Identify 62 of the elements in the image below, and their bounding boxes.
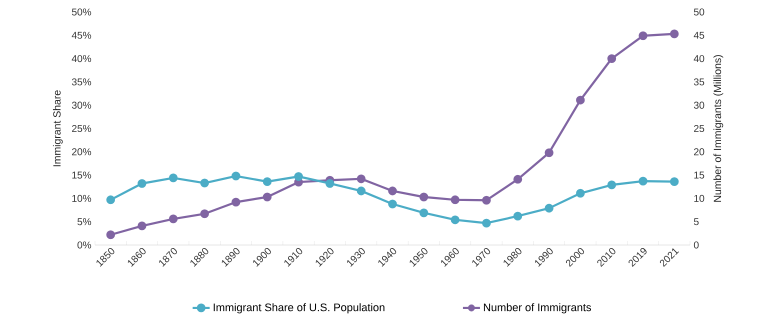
point	[482, 218, 491, 228]
point	[168, 174, 178, 182]
point	[450, 195, 460, 204]
point	[513, 174, 522, 184]
y2-tick-label: 45	[694, 32, 704, 39]
y2-tick-label: 0	[694, 241, 699, 249]
y2-tick-label: 20	[694, 148, 704, 156]
point	[638, 31, 648, 40]
point	[262, 192, 272, 202]
point	[294, 172, 303, 181]
point	[232, 198, 240, 207]
y-tick-label: 30%	[72, 102, 92, 109]
y2-tick-label: 10	[694, 194, 704, 202]
y-tick-label: 35%	[72, 78, 92, 86]
point	[168, 214, 178, 224]
y-tick-label: 5%	[77, 218, 92, 226]
point	[356, 174, 366, 184]
point	[670, 30, 679, 38]
point	[638, 176, 648, 186]
point	[388, 200, 397, 208]
point	[450, 215, 460, 224]
point	[670, 177, 679, 186]
y2-tick-label: 5	[694, 218, 699, 226]
point	[576, 188, 585, 198]
y2-axis-title: Number of Immigrants (Millions)	[713, 55, 724, 202]
legend-label: Number of Immigrants	[484, 303, 592, 314]
point	[200, 178, 209, 188]
point	[482, 196, 491, 205]
point	[106, 195, 116, 204]
point	[513, 212, 522, 220]
y2-tick-label: 50	[694, 8, 704, 16]
point	[607, 54, 616, 63]
y2-tick-label: 15	[694, 172, 704, 179]
point	[325, 179, 334, 188]
point	[419, 192, 428, 202]
y2-tick-label: 35	[694, 78, 704, 86]
point	[607, 180, 616, 190]
point	[262, 177, 272, 186]
y-tick-label: 25%	[72, 124, 92, 132]
point	[138, 179, 146, 188]
y-axis-title: Immigrant Share	[52, 90, 63, 166]
point	[106, 230, 116, 240]
point	[576, 96, 585, 104]
y-tick-label: 40%	[72, 55, 92, 62]
y2-tick-label: 25	[694, 124, 704, 132]
legend-label: Immigrant Share of U.S. Population	[214, 303, 384, 314]
point	[200, 209, 209, 218]
point	[544, 148, 554, 158]
point	[544, 204, 554, 213]
y-tick-label: 50%	[72, 8, 92, 16]
point	[419, 208, 428, 218]
y-tick-label: 20%	[72, 148, 92, 156]
y2-tick-label: 30	[694, 102, 704, 109]
y-tick-label: 10%	[72, 194, 92, 202]
point	[388, 186, 397, 196]
point	[232, 172, 240, 180]
point	[138, 222, 146, 230]
y-tick-label: 45%	[72, 32, 92, 39]
point	[356, 186, 366, 196]
y-tick-label: 15%	[72, 172, 92, 179]
y2-tick-label: 40	[694, 55, 704, 62]
y-tick-label: 0%	[77, 241, 92, 249]
